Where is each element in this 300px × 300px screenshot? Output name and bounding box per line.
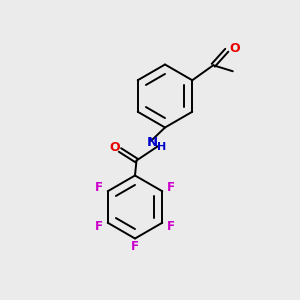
Text: O: O: [109, 141, 120, 154]
Text: H: H: [157, 142, 166, 152]
Text: N: N: [147, 136, 158, 149]
Text: F: F: [131, 240, 139, 254]
Text: F: F: [167, 181, 175, 194]
Text: F: F: [167, 220, 175, 233]
Text: O: O: [230, 42, 240, 55]
Text: F: F: [95, 181, 103, 194]
Text: F: F: [95, 220, 103, 233]
